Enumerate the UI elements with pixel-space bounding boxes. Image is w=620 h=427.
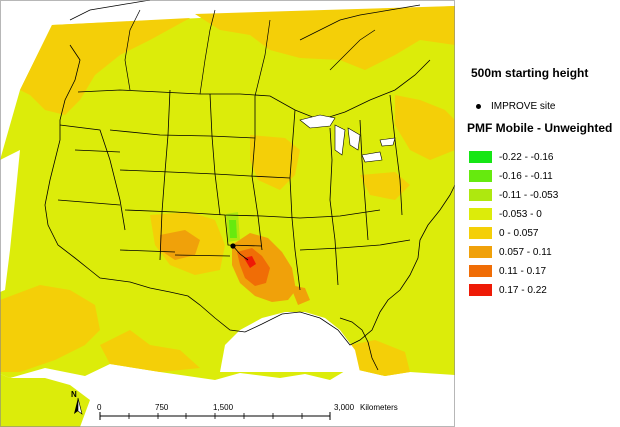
- legend-swatch: [469, 170, 492, 182]
- legend-swatch: [469, 246, 492, 258]
- political-boundaries: [44, 44, 455, 346]
- legend-class-label: 0.11 - 0.17: [499, 265, 547, 277]
- scale-tick-0: 0: [97, 403, 102, 412]
- legend-class-label: 0.17 - 0.22: [499, 284, 547, 296]
- scale-tick-1500: 1,500: [213, 403, 234, 412]
- legend-layer-title: PMF Mobile - Unweighted: [467, 121, 613, 135]
- legend-class-label: 0.057 - 0.11: [499, 246, 552, 258]
- legend-site-entry: IMPROVE site: [470, 101, 555, 112]
- legend-class-label: -0.16 - -0.11: [499, 170, 553, 182]
- legend-class-label: -0.22 - -0.16: [499, 151, 554, 163]
- scale-bar: 0 750 1,500 3,000 Kilometers: [97, 403, 398, 420]
- north-arrow: N: [71, 390, 83, 415]
- canada-boundaries: [69, 0, 421, 97]
- legend-class-row: 0.17 - 0.22: [469, 283, 547, 297]
- legend-class-label: 0 - 0.057: [499, 227, 539, 239]
- great-lakes: [299, 114, 396, 163]
- study-domain: [0, 6, 455, 380]
- legend-site-label: IMPROVE site: [491, 101, 556, 112]
- legend-heading: 500m starting height: [471, 66, 589, 80]
- legend-class-row: -0.22 - -0.16: [469, 150, 553, 164]
- scale-tick-3000: 3,000: [334, 403, 355, 412]
- legend-swatch: [469, 284, 492, 296]
- legend-class-row: -0.11 - -0.053: [469, 188, 558, 202]
- legend-swatch: [469, 265, 492, 277]
- scale-tick-750: 750: [155, 403, 169, 412]
- pacific-ocean: [0, 150, 20, 292]
- pmf-mobile-map: N 0 750 1,500 3,000 Kilometers: [0, 0, 455, 427]
- legend-class-row: 0.057 - 0.11: [469, 245, 552, 259]
- legend-swatch: [469, 227, 492, 239]
- legend-class-row: 0 - 0.057: [469, 226, 538, 240]
- north-arrow-label: N: [71, 390, 77, 399]
- legend-class-row: 0.11 - 0.17: [469, 264, 546, 278]
- gulf-of-california: [90, 370, 140, 405]
- legend-class-label: -0.053 - 0: [499, 208, 542, 220]
- scale-units: Kilometers: [360, 403, 398, 412]
- class-neg-0.16: [229, 220, 237, 238]
- map-legend: 500m starting height IMPROVE site PMF Mo…: [455, 0, 620, 427]
- legend-swatch: [469, 151, 492, 163]
- legend-class-row: -0.053 - 0: [469, 207, 542, 221]
- site-dot-icon: [476, 104, 481, 109]
- florida: [339, 317, 379, 371]
- class-0-0.057: [0, 6, 455, 376]
- legend-class-row: -0.16 - -0.11: [469, 169, 553, 183]
- mexico-land: [0, 374, 90, 427]
- legend-class-label: -0.11 - -0.053: [499, 189, 559, 201]
- site-trajectory-line: [232, 245, 249, 261]
- legend-swatch: [469, 189, 492, 201]
- legend-swatch: [469, 208, 492, 220]
